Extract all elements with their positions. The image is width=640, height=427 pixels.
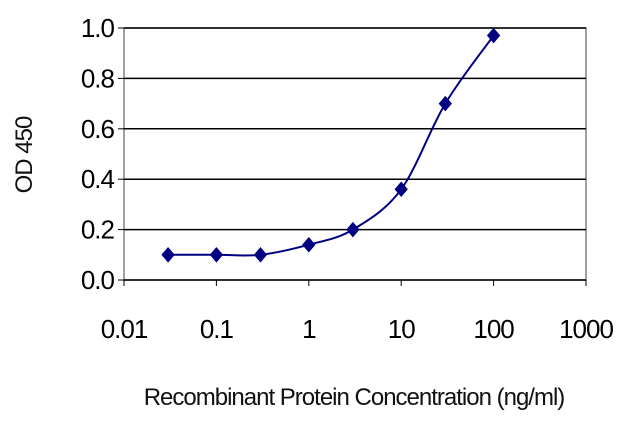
y-axis-ticks: 0.0 0.2 0.4 0.6 0.8 1.0 [81,13,124,295]
x-axis-ticks: 0.01 0.1 1 10 100 1000 [101,279,614,344]
plot-frame [123,27,587,281]
x-tick-label: 0.01 [101,314,148,344]
y-axis-title: OD 450 [11,116,38,193]
x-tick-label: 100 [473,314,514,344]
x-tick-label: 10 [388,314,415,344]
data-point-marker [346,221,360,238]
gridlines [124,27,586,231]
plot-area: 0.0 0.2 0.4 0.6 0.8 1.0 0.01 0.1 1 10 100 1000 [81,13,615,344]
x-tick-label: 1 [302,314,316,344]
y-tick-label: 0.6 [81,114,115,144]
data-point-marker [253,247,268,263]
y-tick-label: 1.0 [81,13,115,43]
data-point-marker [302,236,316,253]
data-point-marker [438,95,452,112]
y-tick-label: 0.4 [81,164,115,194]
y-tick-label: 0.0 [81,265,115,295]
x-axis-title: Recombinant Protein Concentration (ng/ml… [144,384,565,411]
data-point-marker [209,247,224,263]
y-tick-label: 0.2 [81,215,115,245]
x-tick-label: 1000 [559,314,613,344]
y-tick-label: 0.8 [81,63,115,93]
x-tick-label: 0.1 [200,314,234,344]
data-point-marker [394,181,408,198]
data-point-marker [486,27,501,44]
series-layer [161,27,501,263]
data-point-marker [161,247,175,263]
